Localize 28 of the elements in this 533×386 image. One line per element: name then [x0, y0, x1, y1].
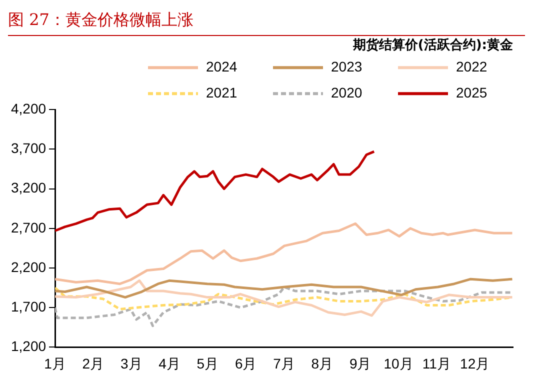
x-tick-label: 7月 [273, 355, 295, 372]
y-tick-label: 4,200 [10, 100, 46, 116]
x-tick-label: 1月 [44, 355, 66, 372]
legend-label: 2024 [206, 58, 238, 74]
x-tick-label: 8月 [311, 355, 334, 372]
x-tick-label: 10月 [384, 355, 414, 372]
y-tick-label: 3,200 [10, 180, 46, 196]
legend-label: 2022 [456, 58, 488, 74]
x-tick-label: 5月 [196, 355, 219, 372]
chart-subtitle: 期货结算价(活跃合约):黄金 [352, 37, 514, 54]
chart-title: 图 27：黄金价格微幅上涨 [8, 8, 525, 36]
x-tick-label: 4月 [158, 355, 180, 372]
line-series [55, 286, 513, 328]
x-tick-label: 12月 [460, 355, 490, 372]
y-tick-label: 2,200 [10, 258, 46, 275]
legend-label: 2025 [456, 84, 488, 100]
x-tick-label: 2月 [82, 355, 104, 372]
legend-label: 2023 [331, 58, 362, 74]
x-tick-label: 6月 [234, 355, 257, 372]
y-tick-label: 1,200 [10, 338, 46, 354]
legend-label: 2020 [331, 84, 362, 100]
x-tick-label: 3月 [120, 355, 142, 372]
x-tick-label: 11月 [422, 355, 451, 372]
y-tick-label: 2,700 [10, 219, 46, 236]
x-tick-label: 9月 [349, 355, 372, 372]
y-tick-label: 3,700 [10, 140, 46, 156]
y-tick-label: 1,700 [10, 298, 46, 314]
legend-label: 2021 [206, 84, 238, 100]
